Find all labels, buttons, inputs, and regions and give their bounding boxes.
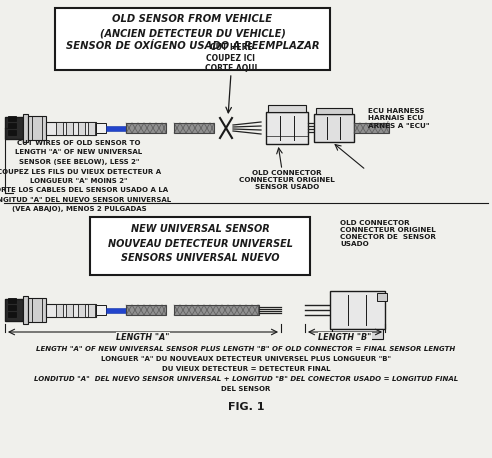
Bar — [266, 112, 308, 144]
Bar — [330, 291, 385, 329]
Text: LENGTH "A" OF NEW UNIVERSAL: LENGTH "A" OF NEW UNIVERSAL — [15, 149, 143, 156]
Bar — [314, 114, 354, 142]
Text: DU VIEUX DETECTEUR = DETECTEUR FINAL: DU VIEUX DETECTEUR = DETECTEUR FINAL — [162, 366, 330, 372]
Bar — [28, 298, 46, 322]
Text: ECU HARNESS
HARNAIS ECU
ARNÉS A "ECU": ECU HARNESS HARNAIS ECU ARNÉS A "ECU" — [368, 108, 430, 129]
Text: (ANCIEN DETECTEUR DU VEHICLE): (ANCIEN DETECTEUR DU VEHICLE) — [99, 28, 285, 38]
Text: LENGTH "A": LENGTH "A" — [116, 333, 170, 342]
Bar — [174, 123, 214, 133]
Text: LONGUEUR "A" MOINS 2": LONGUEUR "A" MOINS 2" — [30, 178, 128, 184]
Bar — [78, 304, 85, 316]
Bar — [46, 121, 96, 135]
Bar — [377, 293, 387, 301]
Text: NEW UNIVERSAL SENSOR: NEW UNIVERSAL SENSOR — [130, 224, 270, 234]
Bar — [174, 305, 259, 315]
Bar — [8, 298, 16, 303]
Text: CUT WIRES OF OLD SENSOR TO: CUT WIRES OF OLD SENSOR TO — [17, 140, 141, 146]
Text: OLD CONNECTOR
CONNECTEUR ORIGINEL
SENSOR USADO: OLD CONNECTOR CONNECTEUR ORIGINEL SENSOR… — [239, 170, 335, 190]
Bar — [5, 117, 23, 139]
Text: FIG. 1: FIG. 1 — [228, 402, 264, 412]
Text: LONGITUD "A" DEL NUEVO SENSOR UNIVERSAL: LONGITUD "A" DEL NUEVO SENSOR UNIVERSAL — [0, 197, 171, 203]
Bar — [46, 304, 96, 316]
Bar — [96, 123, 106, 133]
Text: SENSOR DE OXÍGENO USADO A REEMPLAZAR: SENSOR DE OXÍGENO USADO A REEMPLAZAR — [66, 41, 319, 51]
Text: COUPEZ LES FILS DU VIEUX DETECTEUR A: COUPEZ LES FILS DU VIEUX DETECTEUR A — [0, 169, 161, 174]
Text: CUT HERE
COUPEZ ICI
CORTE AQUI: CUT HERE COUPEZ ICI CORTE AQUI — [205, 43, 257, 73]
Bar — [316, 108, 352, 114]
Bar — [78, 121, 85, 135]
Bar — [8, 305, 16, 310]
Bar — [56, 304, 63, 316]
Bar — [8, 116, 16, 121]
Text: LENGTH "B": LENGTH "B" — [318, 333, 371, 342]
Bar — [126, 305, 166, 315]
Bar — [88, 304, 95, 316]
Bar — [66, 304, 73, 316]
Bar — [90, 217, 310, 275]
Bar — [8, 123, 16, 128]
Bar — [55, 8, 330, 70]
Bar — [66, 121, 73, 135]
Text: CORTE LOS CABLES DEL SENSOR USADO A LA: CORTE LOS CABLES DEL SENSOR USADO A LA — [0, 187, 168, 193]
Bar — [5, 299, 23, 321]
Text: NOUVEAU DETECTEUR UNIVERSEL: NOUVEAU DETECTEUR UNIVERSEL — [107, 239, 293, 249]
Text: SENSOR (SEE BELOW), LESS 2": SENSOR (SEE BELOW), LESS 2" — [19, 159, 139, 165]
Bar — [96, 305, 106, 315]
Bar — [106, 125, 126, 131]
Bar — [106, 307, 126, 312]
Text: SENSORS UNIVERSAL NUEVO: SENSORS UNIVERSAL NUEVO — [121, 253, 279, 263]
Bar — [332, 329, 383, 339]
Bar — [126, 123, 166, 133]
Text: LONDITUD "A"  DEL NUEVO SENSOR UNIVERSAL + LONGITUD "B" DEL CONECTOR USADO = LON: LONDITUD "A" DEL NUEVO SENSOR UNIVERSAL … — [34, 376, 458, 382]
Bar — [56, 121, 63, 135]
Text: LONGUER "A" DU NOUVEAUX DETECTEUR UNIVERSEL PLUS LONGUEUR "B": LONGUER "A" DU NOUVEAUX DETECTEUR UNIVER… — [101, 356, 391, 362]
Text: LENGTH "A" OF NEW UNIVERSAL SENSOR PLUS LENGTH "B" OF OLD CONNECTOR = FINAL SENS: LENGTH "A" OF NEW UNIVERSAL SENSOR PLUS … — [36, 346, 456, 352]
Bar — [8, 312, 16, 317]
Text: (VEA ABAJO), MENOS 2 PULGADAS: (VEA ABAJO), MENOS 2 PULGADAS — [12, 207, 146, 213]
Bar — [23, 114, 28, 142]
Bar — [88, 121, 95, 135]
Bar — [8, 130, 16, 135]
Text: OLD CONNECTOR
CONNECTEUR ORIGINEL
CONECTOR DE  SENSOR
USADO: OLD CONNECTOR CONNECTEUR ORIGINEL CONECT… — [340, 220, 436, 247]
Text: DEL SENSOR: DEL SENSOR — [221, 386, 271, 392]
Bar — [354, 123, 389, 133]
Bar — [28, 116, 46, 140]
Bar — [23, 296, 28, 324]
Bar — [268, 105, 306, 112]
Text: OLD SENSOR FROM VEHICLE: OLD SENSOR FROM VEHICLE — [113, 14, 273, 24]
